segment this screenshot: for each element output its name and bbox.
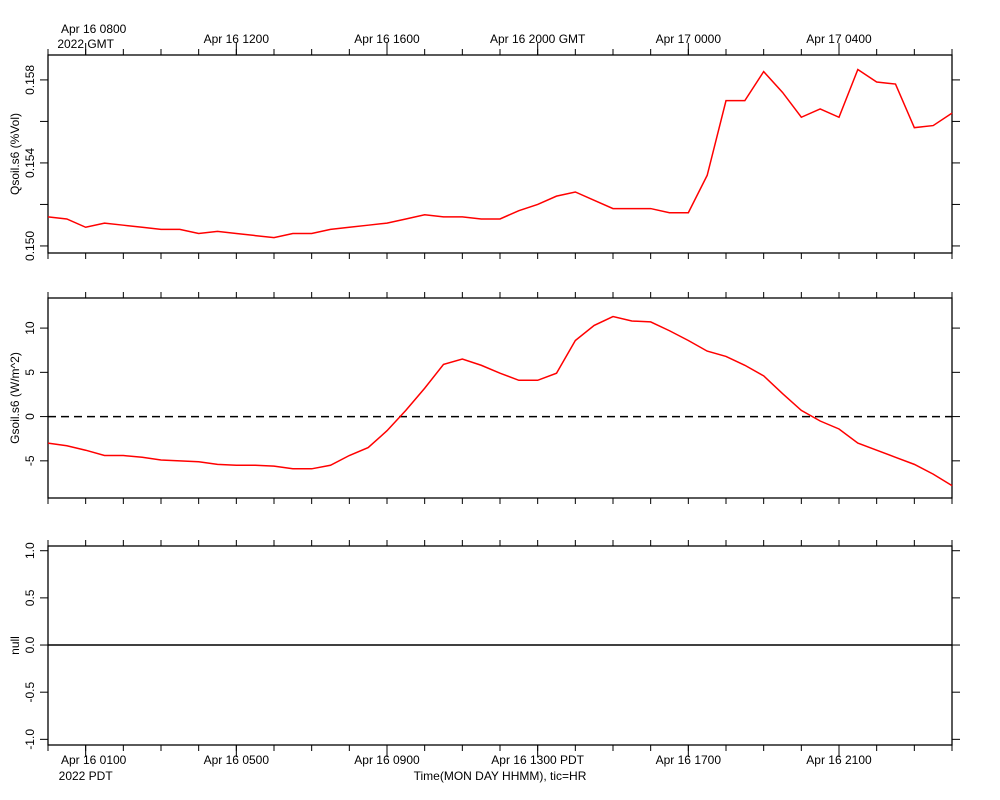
x-tick-label: Apr 16 1700 bbox=[656, 753, 722, 767]
y-tick-label: 5 bbox=[23, 369, 37, 376]
x-axis-note: 2022 GMT bbox=[57, 37, 114, 51]
y-tick-label: 0.150 bbox=[23, 231, 37, 261]
x-tick-label: Apr 16 2000 GMT bbox=[490, 32, 586, 46]
x-tick-label: Apr 16 0900 bbox=[354, 753, 420, 767]
y-tick-label: 1.0 bbox=[23, 542, 37, 559]
y-tick-label: 0.0 bbox=[23, 636, 37, 653]
y-tick-label: -5 bbox=[23, 455, 37, 466]
x-tick-label: Apr 17 0400 bbox=[806, 32, 872, 46]
data-line bbox=[47, 315, 953, 487]
plot-frame bbox=[47, 297, 953, 499]
x-axis-note: 2022 PDT bbox=[59, 769, 114, 783]
plot-frame bbox=[47, 54, 953, 254]
x-tick-label: Apr 16 2100 bbox=[806, 753, 872, 767]
y-tick-label: 0.154 bbox=[23, 148, 37, 178]
x-tick-label: Apr 17 0000 bbox=[656, 32, 722, 46]
x-tick-label: Apr 16 0500 bbox=[204, 753, 270, 767]
x-tick-label: Apr 16 0800 bbox=[61, 22, 127, 36]
x-tick-label: Apr 16 1200 bbox=[204, 32, 270, 46]
y-tick-label: 0 bbox=[23, 413, 37, 420]
y-tick-label: 10 bbox=[23, 321, 37, 335]
x-axis-label: Time(MON DAY HHMM), tic=HR bbox=[414, 769, 587, 783]
x-tick-label: Apr 16 1600 bbox=[354, 32, 420, 46]
data-line bbox=[47, 68, 953, 239]
x-tick-label: Apr 16 0100 bbox=[61, 753, 127, 767]
y-tick-label: -0.5 bbox=[23, 682, 37, 703]
y-tick-label: 0.5 bbox=[23, 589, 37, 606]
y-axis-label: Gsoil.s6 (W/m^2) bbox=[8, 352, 22, 444]
y-axis-label: null bbox=[8, 636, 22, 655]
x-tick-label: Apr 16 1300 PDT bbox=[491, 753, 584, 767]
y-tick-label: 0.158 bbox=[23, 65, 37, 95]
y-tick-label: -1.0 bbox=[23, 729, 37, 750]
y-axis-label: Qsoil.s6 (%Vol) bbox=[8, 113, 22, 195]
